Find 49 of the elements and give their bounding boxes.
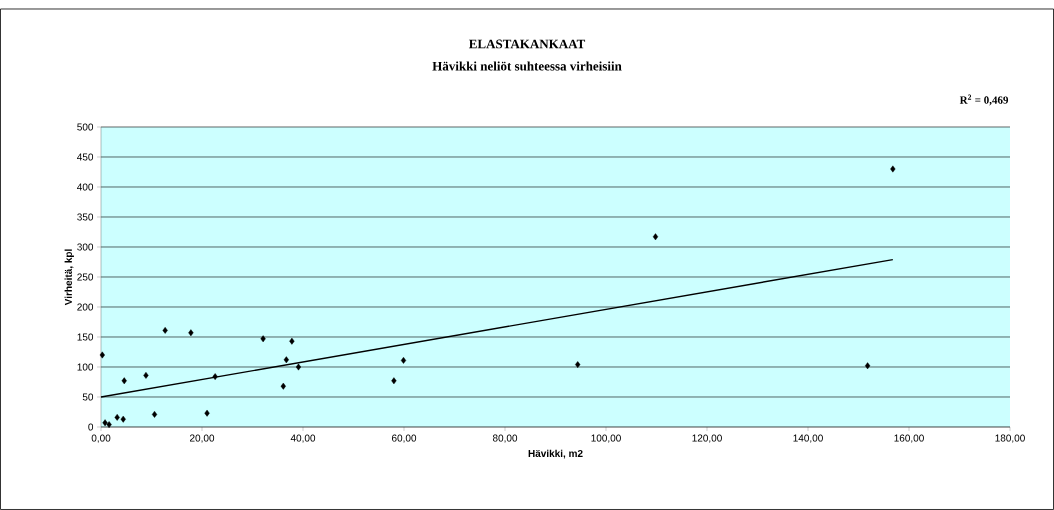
x-tick-label: 140,00 bbox=[793, 434, 823, 443]
y-tick-label: 200 bbox=[77, 303, 94, 311]
x-tick-label: 20,00 bbox=[190, 434, 215, 443]
x-tick-label: 0,00 bbox=[91, 434, 111, 443]
point bbox=[188, 329, 194, 337]
point bbox=[114, 413, 120, 421]
point bbox=[289, 337, 295, 345]
point bbox=[280, 382, 286, 390]
point bbox=[652, 233, 659, 241]
y-axis-title: Virheitä, kpl bbox=[64, 249, 74, 306]
x-tick-label: 40,00 bbox=[290, 434, 316, 443]
x-tick-label: 100,00 bbox=[591, 434, 621, 443]
chart-title: ELASTAKANKAAT bbox=[468, 39, 586, 49]
x-tick-label: 80,00 bbox=[492, 434, 518, 443]
y-tick-label: 0 bbox=[88, 423, 94, 431]
y-tick-label: 500 bbox=[77, 123, 94, 131]
point bbox=[99, 351, 105, 359]
point bbox=[121, 377, 127, 385]
chart-subtitle: Hävikki neliöt suhteessa virheisiin bbox=[432, 61, 622, 71]
point bbox=[295, 363, 302, 371]
point bbox=[391, 377, 397, 385]
point bbox=[890, 165, 896, 173]
y-tick-label: 300 bbox=[77, 243, 94, 251]
point bbox=[102, 419, 108, 427]
y-tick-label: 450 bbox=[77, 153, 94, 161]
y-tick-label: 350 bbox=[77, 213, 94, 221]
x-tick-label: 120,00 bbox=[692, 434, 722, 443]
y-tick-label: 150 bbox=[77, 333, 94, 341]
text: R$^{2}$ = 0,469 bbox=[959, 94, 1009, 106]
x-tick-label: 160,00 bbox=[894, 434, 924, 443]
point bbox=[400, 356, 407, 364]
point bbox=[120, 415, 126, 423]
y-tick-label: 400 bbox=[77, 183, 94, 191]
point bbox=[283, 356, 289, 364]
point bbox=[864, 362, 871, 370]
x-tick-label: 180,00 bbox=[995, 434, 1025, 443]
x-axis-title: Hävikki, m2 bbox=[528, 449, 583, 459]
x-tick-label: 60,00 bbox=[392, 434, 417, 443]
point bbox=[143, 371, 149, 379]
point bbox=[204, 409, 210, 417]
point bbox=[151, 410, 158, 418]
y-tick-label: 50 bbox=[82, 393, 94, 401]
point bbox=[106, 421, 112, 428]
point bbox=[162, 326, 168, 334]
point bbox=[575, 361, 581, 368]
point bbox=[260, 335, 266, 343]
y-tick-label: 100 bbox=[77, 363, 94, 371]
y-tick-label: 250 bbox=[77, 273, 94, 281]
point bbox=[212, 373, 218, 380]
